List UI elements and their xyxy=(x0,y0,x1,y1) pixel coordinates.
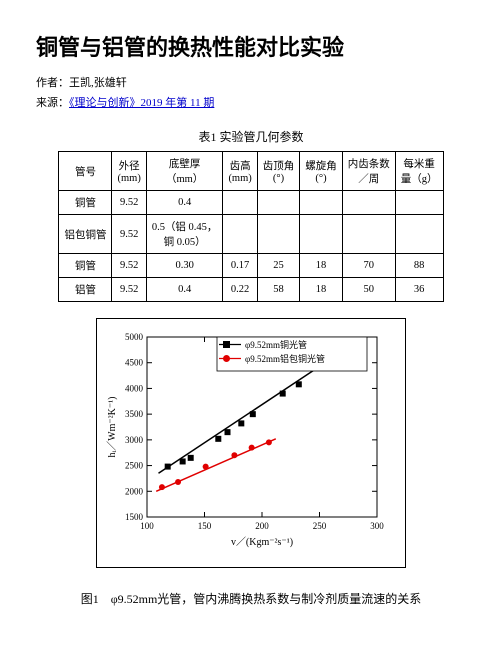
table-cell: 70 xyxy=(342,254,395,278)
svg-text:1500: 1500 xyxy=(125,512,144,522)
svg-text:2000: 2000 xyxy=(125,486,144,496)
table-cell: 18 xyxy=(300,278,343,302)
table-cell xyxy=(342,215,395,254)
table-cell: 9.52 xyxy=(112,254,146,278)
table-cell: 0.17 xyxy=(223,254,257,278)
table-cell: 0.22 xyxy=(223,278,257,302)
table-header: 每米重量（g） xyxy=(395,152,443,191)
author-line: 作者：王凯,张雄轩 xyxy=(36,74,466,90)
table-cell: 25 xyxy=(257,254,300,278)
table-cell xyxy=(257,215,300,254)
table-row: 铝包铜管9.520.5（铝 0.45，铜 0.05） xyxy=(59,215,443,254)
table-cell: 0.30 xyxy=(146,254,223,278)
table-cell: 铜管 xyxy=(59,191,112,215)
source-line: 来源：《理论与创新》2019 年第 11 期 xyxy=(36,94,466,110)
svg-text:100: 100 xyxy=(140,521,154,531)
figure-caption: 图1 φ9.52mm光管，管内沸腾换热系数与制冷剂质量流速的关系 xyxy=(36,590,466,607)
svg-text:φ9.52mm铜光管: φ9.52mm铜光管 xyxy=(245,339,307,350)
svg-text:2500: 2500 xyxy=(125,461,144,471)
svg-text:φ9.52mm铝包铜光管: φ9.52mm铝包铜光管 xyxy=(245,353,325,364)
table-cell: 36 xyxy=(395,278,443,302)
table-caption: 表1 实验管几何参数 xyxy=(36,128,466,145)
params-table: 管号外径(mm)底壁厚（mm）齿高(mm)齿顶角(°)螺旋角(°)内齿条数／周每… xyxy=(58,151,443,302)
svg-text:250: 250 xyxy=(313,521,327,531)
svg-text:v／(Kgm⁻²s⁻¹): v／(Kgm⁻²s⁻¹) xyxy=(231,536,293,548)
table-row: 铜管9.520.300.1725187088 xyxy=(59,254,443,278)
scatter-chart: 100 150 200 250 300 1500 2000 2500 3000 3500 4000 4… xyxy=(101,323,401,563)
table-cell: 50 xyxy=(342,278,395,302)
svg-text:3000: 3000 xyxy=(125,435,144,445)
svg-text:hᵢ／Wm⁻²K⁻¹): hᵢ／Wm⁻²K⁻¹) xyxy=(106,397,118,458)
table-cell: 0.4 xyxy=(146,191,223,215)
table-cell: 9.52 xyxy=(112,278,146,302)
table-cell xyxy=(223,215,257,254)
table-cell xyxy=(300,191,343,215)
table-cell xyxy=(395,191,443,215)
table-header: 齿高(mm) xyxy=(223,152,257,191)
table-cell: 铝包铜管 xyxy=(59,215,112,254)
table-cell: 9.52 xyxy=(112,215,146,254)
svg-text:150: 150 xyxy=(198,521,212,531)
source-label: 来源： xyxy=(36,97,69,109)
table-cell: 18 xyxy=(300,254,343,278)
table-row: 铜管9.520.4 xyxy=(59,191,443,215)
table-cell: 0.5（铝 0.45，铜 0.05） xyxy=(146,215,223,254)
svg-text:3500: 3500 xyxy=(125,409,144,419)
table-cell: 58 xyxy=(257,278,300,302)
svg-text:4500: 4500 xyxy=(125,358,144,368)
table-header: 底壁厚（mm） xyxy=(146,152,223,191)
table-cell xyxy=(257,191,300,215)
table-header: 齿顶角(°) xyxy=(257,152,300,191)
table-cell: 铝管 xyxy=(59,278,112,302)
svg-text:200: 200 xyxy=(255,521,269,531)
table-cell: 铜管 xyxy=(59,254,112,278)
table-cell xyxy=(223,191,257,215)
svg-text:5000: 5000 xyxy=(125,332,144,342)
chart-container: 100 150 200 250 300 1500 2000 2500 3000 3500 4000 4… xyxy=(36,318,466,568)
table-header: 内齿条数／周 xyxy=(342,152,395,191)
table-cell xyxy=(395,215,443,254)
table-header: 管号 xyxy=(59,152,112,191)
table-cell xyxy=(300,215,343,254)
page-title: 铜管与铝管的换热性能对比实验 xyxy=(36,30,466,62)
source-link[interactable]: 《理论与创新》2019 年第 11 期 xyxy=(69,97,214,109)
table-cell: 88 xyxy=(395,254,443,278)
table-row: 铝管9.520.40.2258185036 xyxy=(59,278,443,302)
table-cell: 0.4 xyxy=(146,278,223,302)
svg-text:4000: 4000 xyxy=(125,383,144,393)
table-header: 螺旋角(°) xyxy=(300,152,343,191)
table-header: 外径(mm) xyxy=(112,152,146,191)
table-cell xyxy=(342,191,395,215)
chart-frame: 100 150 200 250 300 1500 2000 2500 3000 3500 4000 4… xyxy=(96,318,406,568)
svg-text:300: 300 xyxy=(370,521,384,531)
table-cell: 9.52 xyxy=(112,191,146,215)
